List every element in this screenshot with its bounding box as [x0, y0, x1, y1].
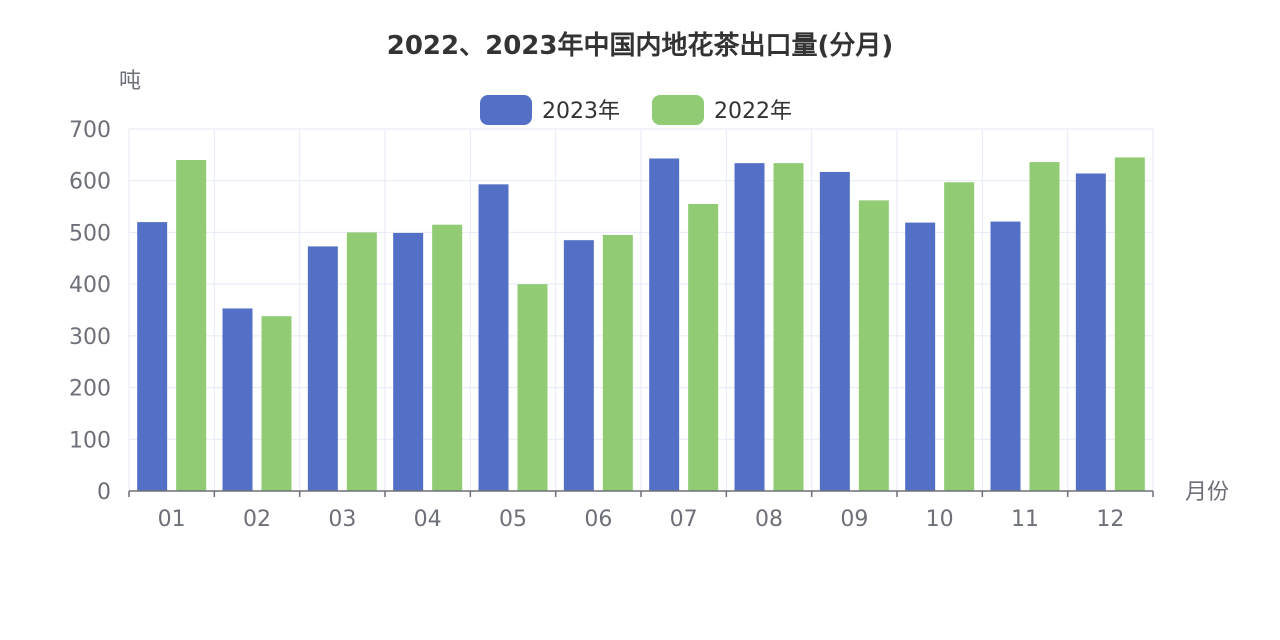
y-tick-label: 500	[69, 221, 111, 246]
bar-series-1	[222, 308, 253, 491]
bar-series-2	[602, 235, 633, 491]
x-tick-label: 07	[670, 507, 698, 532]
bar-series-2	[773, 163, 804, 492]
bar-series-1	[478, 184, 509, 491]
y-tick-label: 0	[97, 480, 111, 505]
x-tick-label: 03	[328, 507, 356, 532]
x-tick-label: 08	[755, 507, 783, 532]
grid	[128, 128, 1154, 491]
bar-series-1	[649, 158, 680, 491]
legend-item-1[interactable]: 2023年	[480, 95, 620, 125]
bar-series-1	[1075, 173, 1106, 491]
legend-label: 2023年	[542, 99, 620, 124]
bar-series-1	[819, 171, 850, 491]
chart-title: 2022、2023年中国内地花茶出口量(分月)	[387, 30, 894, 61]
bar-series-1	[734, 163, 765, 492]
bars	[137, 157, 1145, 492]
x-tick-label: 09	[840, 507, 868, 532]
bar-series-2	[517, 284, 548, 491]
x-axis: 01 02 03 04 05 06 07 08 09 10 11 12	[128, 490, 1154, 532]
x-tick-label: 02	[243, 507, 271, 532]
bar-series-2	[1114, 157, 1145, 491]
bar-series-2	[1029, 162, 1060, 491]
x-tick-label: 05	[499, 507, 527, 532]
x-tick-label: 06	[584, 507, 612, 532]
bar-series-1	[307, 246, 338, 491]
x-tick-label: 11	[1011, 507, 1039, 532]
bar-series-2	[261, 316, 292, 491]
legend-label: 2022年	[714, 99, 792, 124]
bar-series-2	[346, 232, 377, 491]
bar-series-1	[990, 221, 1021, 491]
bar-series-2	[176, 160, 207, 491]
y-axis-name: 吨	[119, 69, 141, 94]
legend-swatch	[652, 95, 704, 125]
y-tick-label: 100	[69, 428, 111, 453]
bar-series-1	[137, 222, 168, 492]
bar-series-2	[858, 200, 889, 491]
x-tick-label: 01	[158, 507, 186, 532]
x-tick-label: 10	[926, 507, 954, 532]
y-axis: 0 100 200 300 400 500 600 700	[69, 118, 111, 505]
legend-swatch	[480, 95, 532, 125]
y-tick-label: 600	[69, 170, 111, 195]
bar-series-1	[905, 222, 936, 492]
x-axis-name: 月份	[1185, 480, 1229, 505]
bar-series-2	[688, 203, 719, 491]
y-tick-label: 700	[69, 118, 111, 143]
x-tick-label: 04	[414, 507, 442, 532]
y-tick-label: 200	[69, 377, 111, 402]
x-tick-label: 12	[1096, 507, 1124, 532]
bar-series-1	[393, 232, 424, 491]
bar-series-1	[563, 240, 594, 491]
legend-item-2[interactable]: 2022年	[652, 95, 792, 125]
y-tick-label: 400	[69, 273, 111, 298]
y-tick-label: 300	[69, 325, 111, 350]
legend[interactable]: 2023年 2022年	[480, 95, 792, 125]
bar-series-2	[432, 224, 463, 491]
bar-series-2	[944, 182, 975, 491]
